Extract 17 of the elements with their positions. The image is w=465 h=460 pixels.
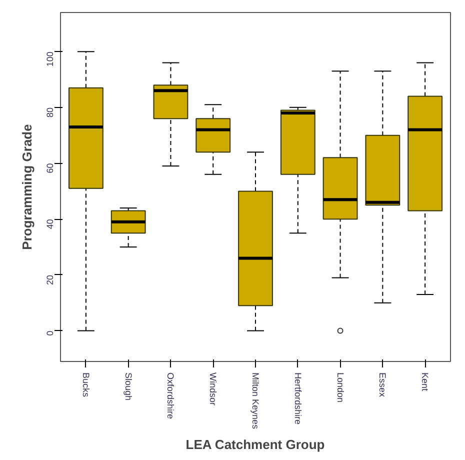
x-tick-label: Bucks bbox=[80, 372, 91, 398]
y-tick-label: 60 bbox=[45, 163, 55, 174]
y-tick-label: 40 bbox=[45, 219, 55, 230]
x-tick-label: Essex bbox=[378, 372, 388, 398]
x-tick-label: Windsor bbox=[208, 372, 218, 406]
x-tick-label: Milton Keynes bbox=[250, 372, 260, 430]
x-tick-label: London bbox=[335, 372, 346, 403]
y-tick-label: 20 bbox=[45, 274, 55, 285]
y-tick-label: 100 bbox=[45, 52, 55, 67]
x-axis-title: LEA Catchment Group bbox=[186, 437, 325, 452]
y-axis-title: Programming Grade bbox=[20, 124, 34, 250]
x-tick-label: Slough bbox=[123, 372, 134, 401]
x-tick-label: Oxfordshire bbox=[166, 372, 176, 420]
y-tick-label: 80 bbox=[45, 107, 55, 118]
y-tick-label: 0 bbox=[45, 330, 55, 336]
x-tick-label: Hertfordshire bbox=[292, 372, 303, 425]
x-tick-label: Kent bbox=[420, 372, 430, 392]
